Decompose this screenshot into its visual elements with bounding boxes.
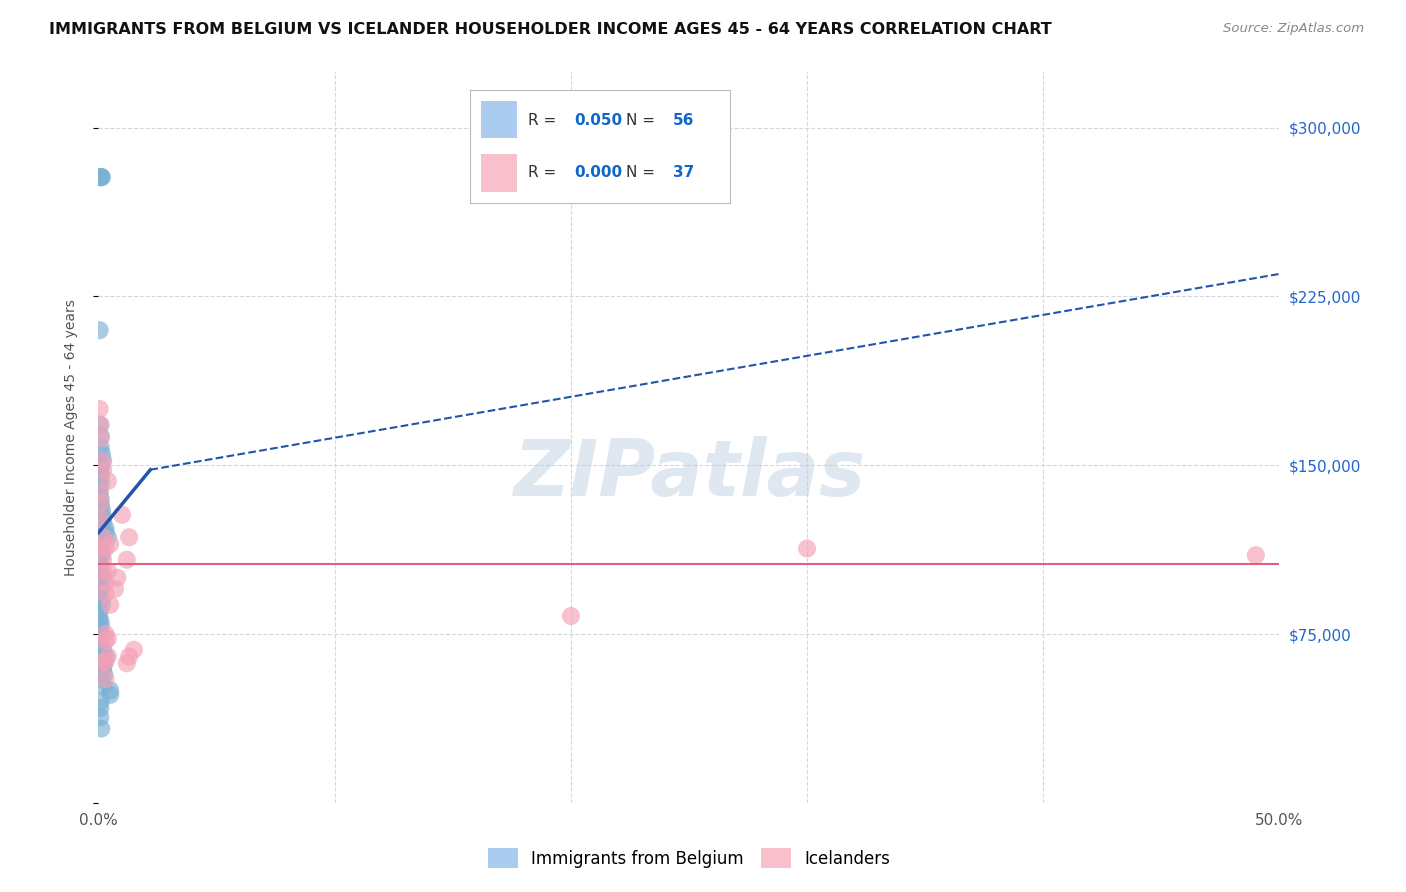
Point: [89, 417, 111, 432]
Point: [89, 611, 111, 625]
Point: [94, 672, 117, 686]
Point: [115, 553, 138, 567]
Point: [90, 582, 112, 596]
Point: [105, 571, 128, 585]
Point: [89, 481, 111, 495]
Point: [89, 632, 111, 646]
Point: [90, 620, 112, 634]
Point: [90, 638, 112, 652]
Point: [90, 499, 112, 513]
Point: [91, 553, 114, 567]
Point: [89, 605, 111, 619]
Point: [1244, 548, 1267, 562]
Point: [90, 571, 112, 585]
Point: [97, 564, 120, 578]
Point: [89, 170, 111, 185]
Point: [91, 453, 114, 467]
Point: [90, 537, 112, 551]
Point: [118, 649, 141, 664]
Point: [94, 586, 117, 600]
Point: [91, 642, 114, 657]
Point: [90, 440, 112, 454]
Point: [98, 683, 121, 698]
Point: [89, 458, 111, 473]
Point: [93, 657, 115, 671]
Point: [94, 654, 117, 668]
Point: [91, 657, 114, 671]
Point: [90, 431, 112, 445]
Point: [89, 575, 111, 590]
Point: [122, 642, 145, 657]
Point: [94, 575, 117, 590]
Point: [93, 667, 115, 681]
Point: [97, 530, 120, 544]
Point: [91, 447, 114, 461]
Point: [94, 521, 117, 535]
Point: [91, 548, 114, 562]
Point: [118, 530, 141, 544]
Point: [91, 564, 114, 578]
Text: IMMIGRANTS FROM BELGIUM VS ICELANDER HOUSEHOLDER INCOME AGES 45 - 64 YEARS CORRE: IMMIGRANTS FROM BELGIUM VS ICELANDER HOU…: [49, 22, 1052, 37]
Point: [91, 510, 114, 524]
Point: [97, 632, 120, 646]
Point: [90, 476, 112, 491]
Point: [91, 679, 114, 693]
Point: [90, 512, 112, 526]
Point: [89, 559, 111, 574]
Point: [90, 170, 112, 185]
Point: [91, 170, 114, 185]
Point: [90, 543, 112, 558]
Point: [89, 485, 111, 500]
Point: [90, 496, 112, 510]
Point: [97, 474, 120, 488]
Legend: Immigrants from Belgium, Icelanders: Immigrants from Belgium, Icelanders: [481, 841, 897, 875]
Point: [94, 541, 117, 556]
Point: [89, 485, 111, 500]
Point: [89, 701, 111, 715]
Point: [89, 323, 111, 337]
Y-axis label: Householder Income Ages 45 - 64 years: Householder Income Ages 45 - 64 years: [63, 299, 77, 575]
Point: [98, 537, 121, 551]
Point: [89, 553, 111, 567]
Point: [104, 582, 127, 596]
Point: [94, 525, 117, 540]
Point: [91, 661, 114, 675]
Point: [90, 694, 112, 708]
Point: [89, 586, 111, 600]
Point: [90, 722, 112, 736]
Point: [89, 401, 111, 416]
Text: Source: ZipAtlas.com: Source: ZipAtlas.com: [1223, 22, 1364, 36]
Point: [90, 615, 112, 630]
Point: [89, 627, 111, 641]
Point: [115, 657, 138, 671]
Point: [90, 593, 112, 607]
Point: [91, 530, 114, 544]
Point: [90, 429, 112, 443]
Point: [90, 417, 112, 432]
Point: [111, 508, 134, 522]
Point: [89, 710, 111, 724]
Point: [91, 515, 114, 529]
Point: [90, 463, 112, 477]
Point: [90, 491, 112, 506]
Point: [91, 453, 114, 467]
Point: [91, 503, 114, 517]
Point: [90, 541, 112, 556]
Point: [90, 170, 112, 185]
Point: [90, 469, 112, 483]
Point: [796, 541, 818, 556]
Point: [94, 627, 117, 641]
Point: [91, 463, 114, 477]
Point: [94, 633, 117, 648]
Point: [90, 566, 112, 581]
Point: [98, 598, 121, 612]
Point: [560, 609, 582, 624]
Point: [97, 649, 120, 664]
Point: [91, 598, 114, 612]
Text: ZIPatlas: ZIPatlas: [513, 435, 865, 512]
Point: [98, 688, 121, 702]
Point: [91, 672, 114, 686]
Point: [94, 649, 117, 664]
